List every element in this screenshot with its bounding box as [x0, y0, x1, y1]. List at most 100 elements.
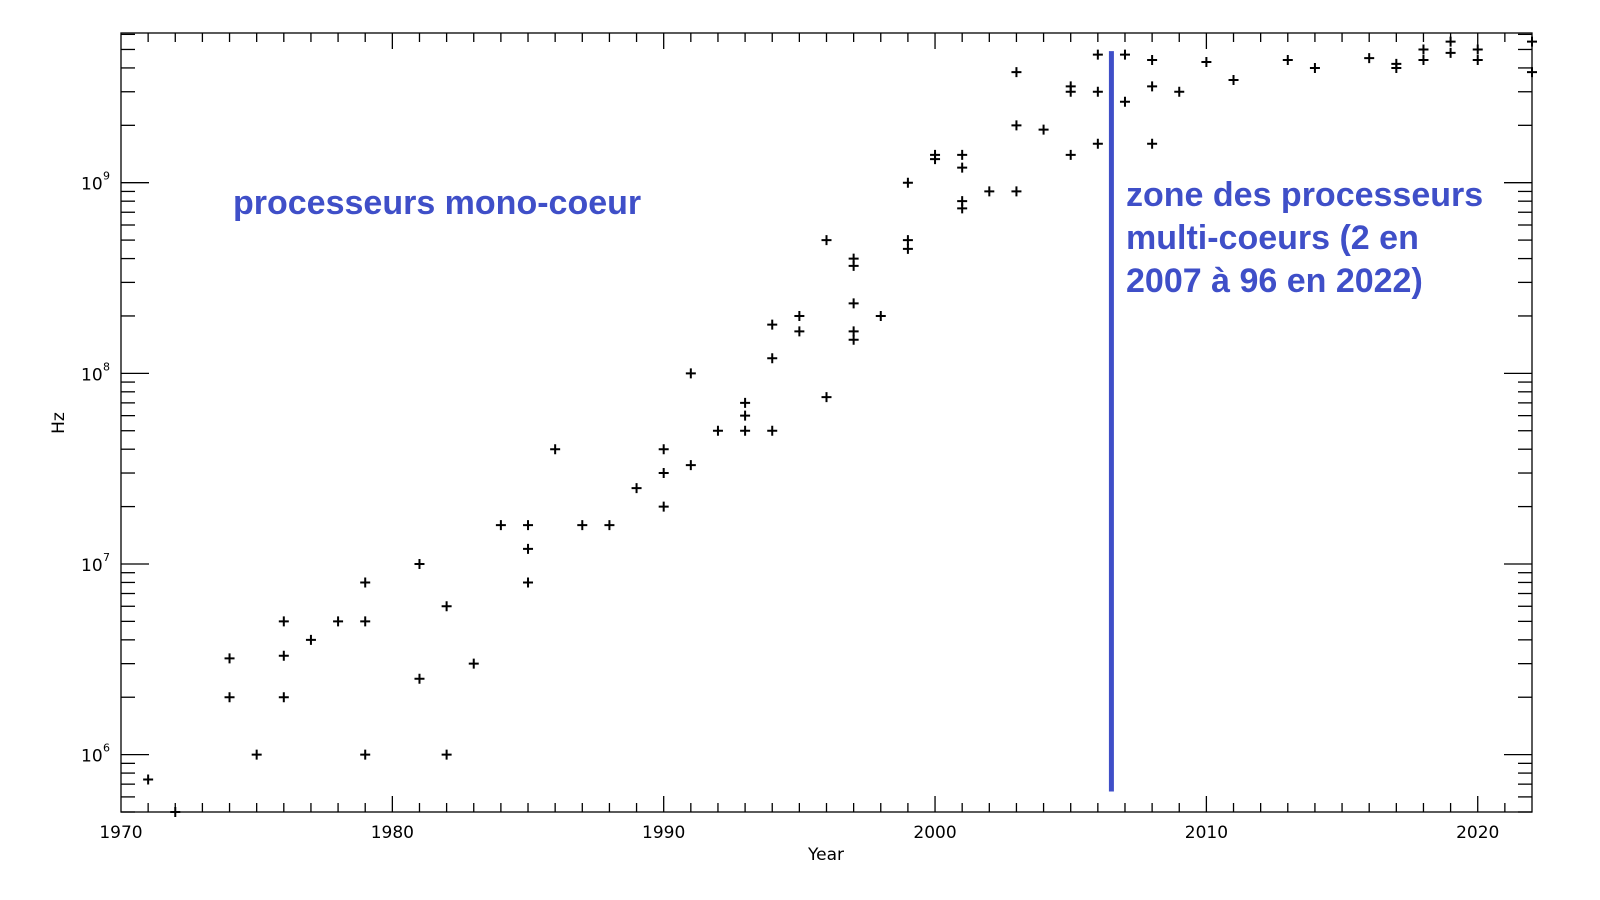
data-point [1472, 44, 1483, 55]
data-point [631, 483, 642, 494]
data-point [767, 425, 778, 436]
data-point [658, 468, 669, 479]
data-point [740, 397, 751, 408]
data-point [1038, 124, 1049, 135]
x-tick-label: 1980 [371, 823, 414, 843]
data-point [523, 520, 534, 531]
data-point [957, 149, 968, 160]
data-point [902, 235, 913, 246]
data-point [1092, 49, 1103, 60]
data-point [441, 601, 452, 612]
data-point [1472, 55, 1483, 66]
data-point [658, 501, 669, 512]
data-point [767, 353, 778, 364]
data-point [1391, 62, 1402, 73]
data-point [848, 334, 859, 345]
data-point [577, 520, 588, 531]
data-point [305, 634, 316, 645]
x-tick-label: 1970 [99, 823, 142, 843]
data-point [902, 243, 913, 254]
data-point [658, 444, 669, 455]
x-tick-label: 2020 [1456, 823, 1499, 843]
data-point [1147, 81, 1158, 92]
data-point [278, 650, 289, 661]
y-tick-label-exponent: 6 [103, 742, 110, 755]
x-tick-label: 2010 [1185, 823, 1228, 843]
x-tick-label: 2000 [913, 823, 956, 843]
data-point [278, 616, 289, 627]
data-point [1147, 55, 1158, 66]
y-tick-label-exponent: 8 [103, 360, 110, 373]
data-point [1418, 44, 1429, 55]
data-point [1418, 55, 1429, 66]
data-point [984, 186, 995, 197]
data-point [1147, 138, 1158, 149]
data-point [821, 392, 832, 403]
data-point [848, 298, 859, 309]
data-point [1011, 120, 1022, 131]
x-tick-labels: 1970 1980 1990 2000 2010 2020 [99, 823, 1499, 843]
data-point [495, 520, 506, 531]
data-point [143, 774, 154, 785]
data-point [1309, 62, 1320, 73]
data-point [875, 310, 886, 321]
data-point [468, 658, 479, 669]
y-tick-label: 10 [81, 175, 103, 195]
data-point [1364, 53, 1375, 64]
data-point [360, 749, 371, 760]
data-point [957, 162, 968, 173]
data-point [794, 310, 805, 321]
data-point [848, 260, 859, 271]
data-point [1527, 36, 1537, 47]
data-point [1445, 36, 1456, 47]
data-point [251, 749, 262, 760]
data-point [1065, 86, 1076, 97]
y-tick-label: 10 [81, 747, 103, 767]
data-point [902, 177, 913, 188]
y-axis-label: Hz [49, 412, 69, 434]
single-core-annotation: processeurs mono-coeur [233, 184, 641, 222]
x-tick-label: 1990 [642, 823, 685, 843]
data-point [278, 692, 289, 703]
data-point [767, 319, 778, 330]
x-axis-label: Year [807, 845, 844, 865]
data-point [523, 543, 534, 554]
plot-frame [120, 32, 1533, 813]
data-point [523, 577, 534, 588]
data-point [930, 154, 941, 165]
data-point [685, 368, 696, 379]
axis-ticks [121, 33, 1532, 813]
data-point [1011, 186, 1022, 197]
multi-core-annotation-line-1: zone des processeurs [1126, 176, 1483, 214]
data-point [1011, 67, 1022, 78]
data-point [1174, 86, 1185, 97]
data-point [414, 673, 425, 684]
data-point [1445, 47, 1456, 58]
multi-core-annotation-line-2: multi-coeurs (2 en [1126, 219, 1419, 257]
data-point [1092, 138, 1103, 149]
data-point [224, 653, 235, 664]
data-point [1065, 149, 1076, 160]
y-tick-label: 10 [81, 556, 103, 576]
multi-core-annotation-line-3: 2007 à 96 en 2022) [1126, 262, 1423, 300]
data-point [712, 425, 723, 436]
data-point [360, 616, 371, 627]
data-points [143, 36, 1537, 817]
data-point [1527, 67, 1537, 78]
y-tick-label: 10 [81, 365, 103, 385]
y-tick-label-exponent: 9 [103, 170, 110, 183]
data-point [740, 425, 751, 436]
data-point [1228, 74, 1239, 85]
data-point [1119, 49, 1130, 60]
data-point [360, 577, 371, 588]
data-point [685, 460, 696, 471]
data-point [1092, 86, 1103, 97]
data-point [794, 326, 805, 337]
data-point [1119, 96, 1130, 107]
data-point [740, 410, 751, 421]
data-point [550, 444, 561, 455]
data-point [848, 326, 859, 337]
data-point [224, 692, 235, 703]
